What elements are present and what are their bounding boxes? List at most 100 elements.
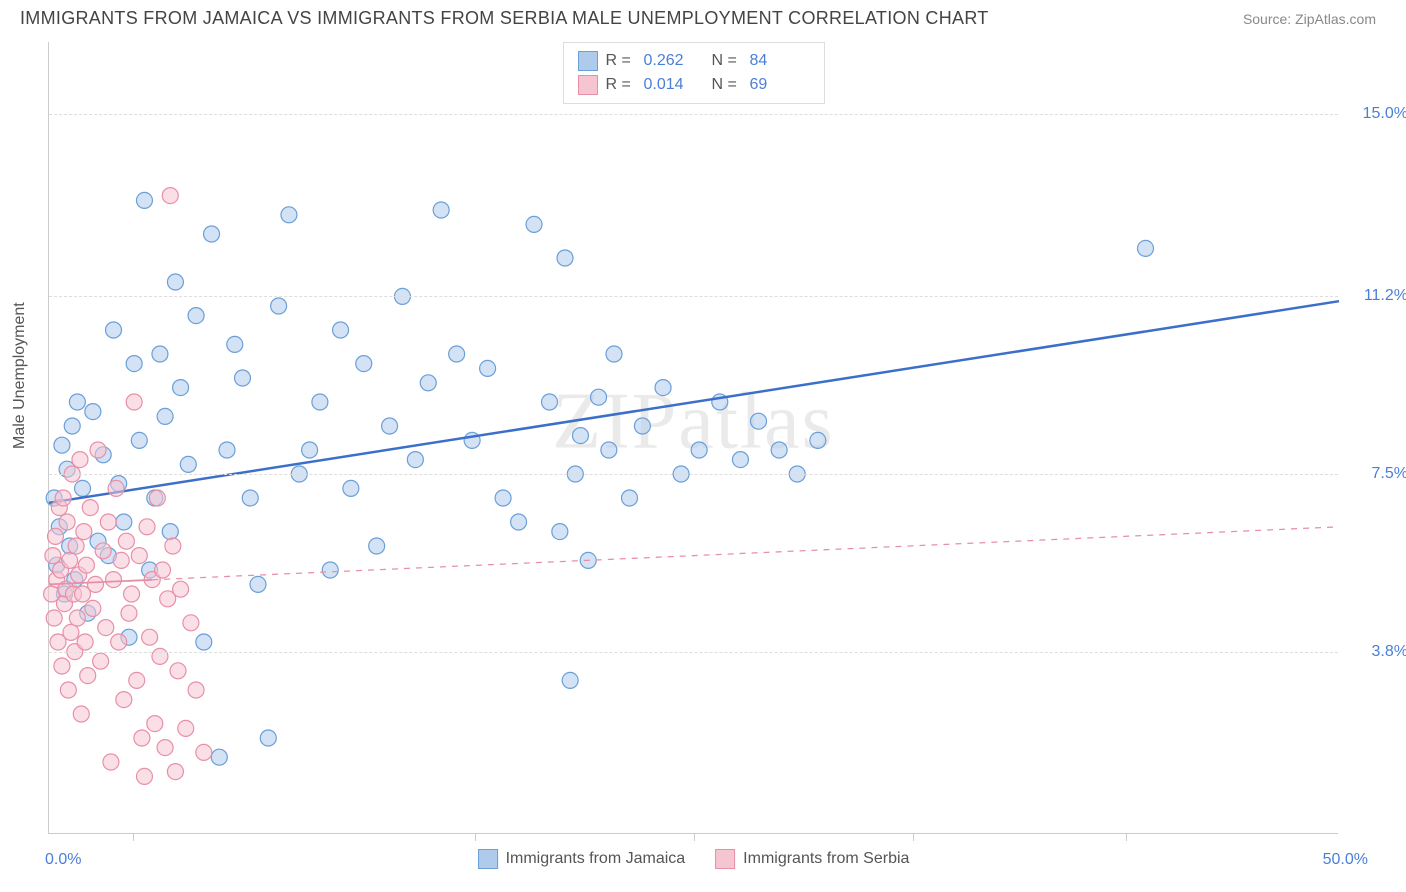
chart-source: Source: ZipAtlas.com: [1243, 11, 1376, 27]
scatter-point-serbia: [139, 519, 155, 535]
x-axis-max-label: 50.0%: [1323, 851, 1368, 869]
scatter-point-serbia: [131, 548, 147, 564]
scatter-point-jamaica: [126, 356, 142, 372]
scatter-point-jamaica: [211, 749, 227, 765]
scatter-point-jamaica: [260, 730, 276, 746]
scatter-point-serbia: [162, 188, 178, 204]
gridline: [49, 114, 1338, 115]
scatter-point-jamaica: [771, 442, 787, 458]
scatter-point-serbia: [69, 610, 85, 626]
scatter-point-jamaica: [106, 322, 122, 338]
scatter-point-serbia: [136, 768, 152, 784]
legend-r-label: R =: [606, 52, 636, 70]
y-tick-label: 7.5%: [1348, 465, 1406, 483]
legend-r-label: R =: [606, 76, 636, 94]
legend-label-serbia: Immigrants from Serbia: [743, 850, 909, 868]
scatter-point-serbia: [78, 557, 94, 573]
legend-item-serbia: Immigrants from Serbia: [715, 849, 909, 869]
scatter-point-jamaica: [562, 672, 578, 688]
scatter-point-serbia: [111, 634, 127, 650]
scatter-point-serbia: [100, 514, 116, 530]
scatter-point-jamaica: [369, 538, 385, 554]
scatter-point-serbia: [167, 764, 183, 780]
regression-line-jamaica: [49, 301, 1339, 503]
legend-stats-row: R = 0.262 N = 84: [578, 49, 810, 73]
scatter-point-serbia: [165, 538, 181, 554]
x-tick: [133, 833, 134, 841]
scatter-point-serbia: [90, 442, 106, 458]
scatter-point-serbia: [188, 682, 204, 698]
chart-header: IMMIGRANTS FROM JAMAICA VS IMMIGRANTS FR…: [0, 0, 1406, 33]
scatter-point-jamaica: [131, 432, 147, 448]
scatter-point-jamaica: [322, 562, 338, 578]
scatter-point-serbia: [157, 740, 173, 756]
legend-n-value-jamaica: 84: [750, 52, 810, 70]
scatter-point-jamaica: [480, 360, 496, 376]
scatter-point-jamaica: [420, 375, 436, 391]
scatter-point-jamaica: [810, 432, 826, 448]
scatter-point-serbia: [149, 490, 165, 506]
scatter-point-jamaica: [542, 394, 558, 410]
scatter-point-jamaica: [136, 192, 152, 208]
legend-swatch-jamaica: [578, 51, 598, 71]
legend-swatch-serbia: [715, 849, 735, 869]
scatter-point-jamaica: [655, 380, 671, 396]
scatter-point-jamaica: [242, 490, 258, 506]
legend-n-label: N =: [712, 52, 742, 70]
legend-series: Immigrants from Jamaica Immigrants from …: [478, 849, 910, 869]
legend-n-value-serbia: 69: [750, 76, 810, 94]
x-tick: [1126, 833, 1127, 841]
legend-r-value-jamaica: 0.262: [644, 52, 704, 70]
scatter-point-serbia: [170, 663, 186, 679]
scatter-point-serbia: [113, 552, 129, 568]
x-tick: [475, 833, 476, 841]
scatter-point-serbia: [87, 576, 103, 592]
x-tick: [913, 833, 914, 841]
scatter-point-serbia: [68, 538, 84, 554]
legend-stats: R = 0.262 N = 84 R = 0.014 N = 69: [563, 42, 825, 104]
scatter-point-jamaica: [302, 442, 318, 458]
gridline: [49, 652, 1338, 653]
scatter-point-serbia: [85, 600, 101, 616]
legend-n-label: N =: [712, 76, 742, 94]
scatter-point-serbia: [126, 394, 142, 410]
scatter-point-jamaica: [382, 418, 398, 434]
scatter-point-jamaica: [64, 418, 80, 434]
scatter-point-serbia: [55, 490, 71, 506]
scatter-point-jamaica: [622, 490, 638, 506]
scatter-point-serbia: [121, 605, 137, 621]
scatter-point-serbia: [173, 581, 189, 597]
legend-swatch-jamaica: [478, 849, 498, 869]
scatter-point-serbia: [45, 548, 61, 564]
scatter-point-jamaica: [85, 404, 101, 420]
y-tick-label: 11.2%: [1348, 287, 1406, 305]
x-tick: [694, 833, 695, 841]
scatter-point-jamaica: [557, 250, 573, 266]
x-axis-min-label: 0.0%: [45, 851, 81, 869]
y-tick-label: 3.8%: [1348, 643, 1406, 661]
scatter-point-serbia: [129, 672, 145, 688]
scatter-point-jamaica: [157, 408, 173, 424]
scatter-point-jamaica: [75, 480, 91, 496]
scatter-point-jamaica: [162, 524, 178, 540]
scatter-point-jamaica: [312, 394, 328, 410]
scatter-point-serbia: [54, 658, 70, 674]
scatter-point-jamaica: [511, 514, 527, 530]
scatter-point-jamaica: [173, 380, 189, 396]
scatter-point-serbia: [155, 562, 171, 578]
scatter-point-serbia: [62, 552, 78, 568]
scatter-point-jamaica: [152, 346, 168, 362]
chart-title: IMMIGRANTS FROM JAMAICA VS IMMIGRANTS FR…: [20, 8, 989, 29]
scatter-point-jamaica: [356, 356, 372, 372]
legend-swatch-serbia: [578, 75, 598, 95]
scatter-point-serbia: [103, 754, 119, 770]
scatter-point-jamaica: [691, 442, 707, 458]
scatter-point-serbia: [178, 720, 194, 736]
scatter-point-serbia: [47, 528, 63, 544]
scatter-point-serbia: [73, 706, 89, 722]
scatter-point-jamaica: [188, 308, 204, 324]
scatter-point-serbia: [108, 480, 124, 496]
scatter-point-jamaica: [281, 207, 297, 223]
scatter-point-serbia: [98, 620, 114, 636]
legend-label-jamaica: Immigrants from Jamaica: [506, 850, 686, 868]
